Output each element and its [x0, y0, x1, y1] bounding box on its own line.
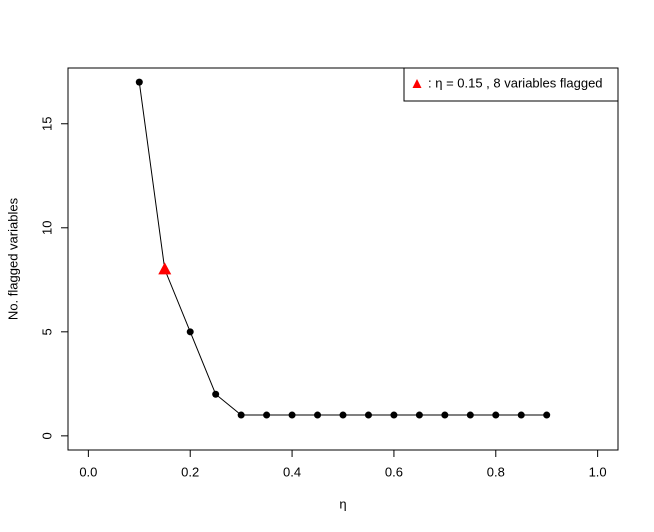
point	[339, 411, 347, 419]
point	[543, 411, 551, 419]
x-tick-label: 0.0	[79, 464, 97, 479]
point	[212, 390, 220, 398]
point	[364, 411, 372, 419]
x-tick-label: 0.6	[385, 464, 403, 479]
point	[314, 411, 322, 419]
legend-label: : η = 0.15 , 8 variables flagged	[428, 75, 603, 90]
x-axis-label: η	[339, 496, 346, 511]
plot-box	[67, 67, 619, 451]
y-axis-label: No. flagged variables	[5, 197, 20, 320]
y-tick-label: 15	[39, 117, 54, 131]
point	[441, 411, 449, 419]
point	[390, 411, 398, 419]
point	[466, 411, 474, 419]
point	[263, 411, 271, 419]
point	[492, 411, 500, 419]
x-tick-label: 1.0	[589, 464, 607, 479]
point	[517, 411, 525, 419]
highlight-marker	[158, 262, 172, 275]
x-tick-label: 0.4	[283, 464, 301, 479]
point	[415, 411, 423, 419]
point	[288, 411, 296, 419]
point	[237, 411, 245, 419]
x-tick-label: 0.8	[487, 464, 505, 479]
point	[186, 328, 194, 336]
series-line	[138, 82, 547, 416]
x-tick-label: 0.2	[181, 464, 199, 479]
y-tick-label: 0	[39, 432, 54, 439]
legend-box	[403, 67, 619, 102]
legend-marker	[412, 79, 422, 88]
y-tick-label: 10	[39, 221, 54, 235]
point	[135, 78, 143, 86]
y-tick-label: 5	[39, 328, 54, 335]
